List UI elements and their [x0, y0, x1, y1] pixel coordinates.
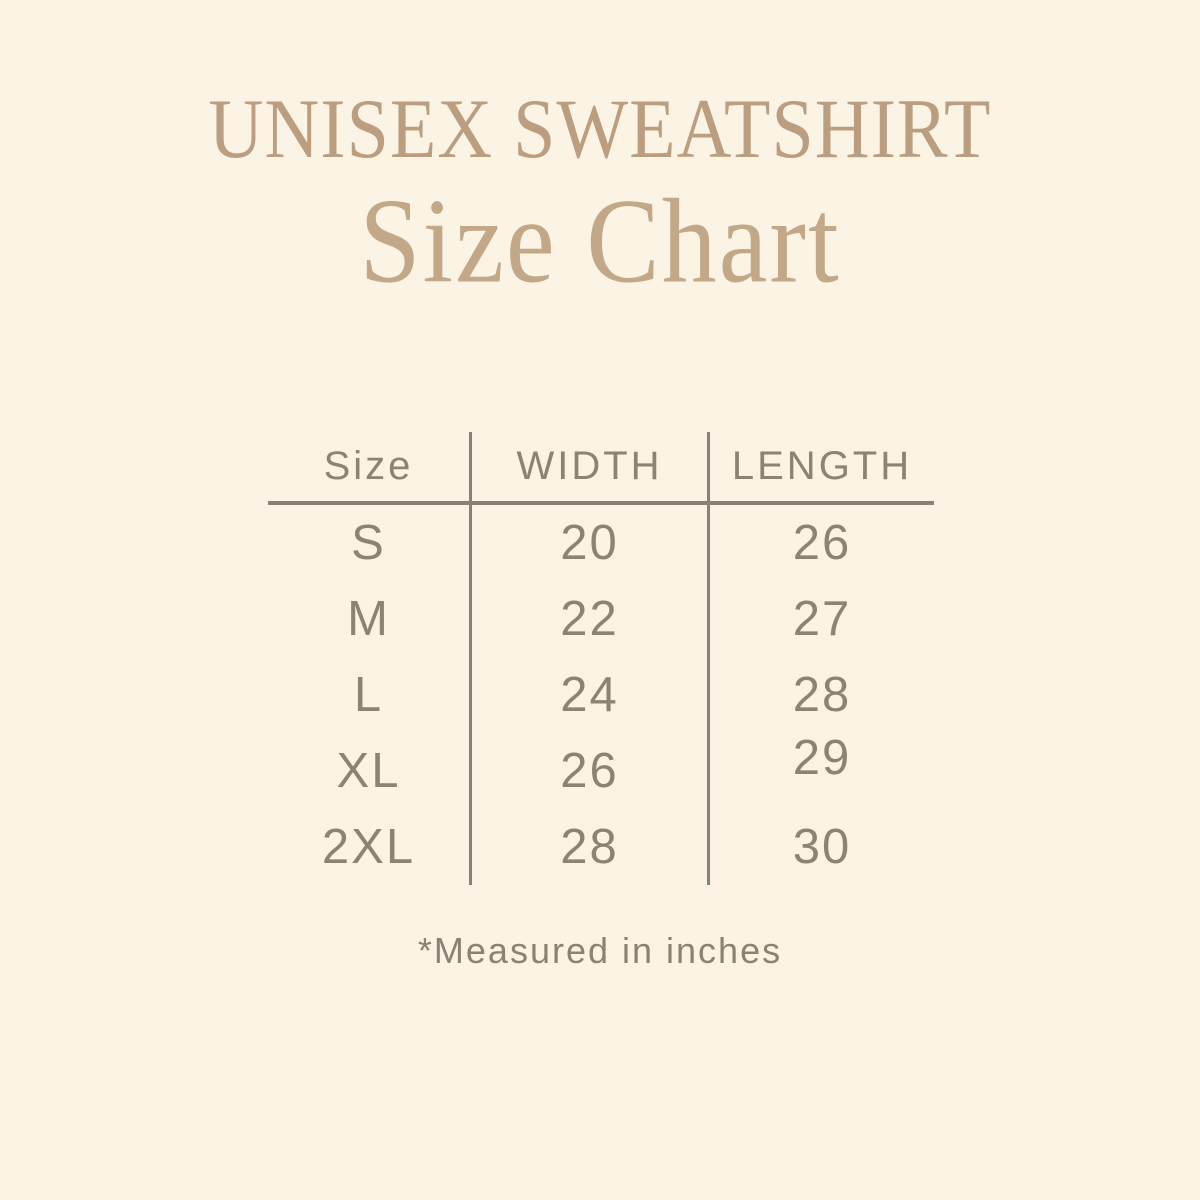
table-row-m-length: 27	[792, 592, 852, 646]
table-row-s-length: 26	[792, 516, 852, 570]
table-row-s-size: S	[268, 505, 472, 581]
table-row-2xl-length: 30	[792, 820, 852, 874]
page-title: UNISEX SWEATSHIRT	[208, 81, 992, 176]
measurement-note: *Measured in inches	[417, 930, 783, 971]
page-subtitle: Size Chart	[359, 173, 841, 309]
column-header-size: Size	[268, 432, 472, 505]
table-row-m-width: 22	[472, 581, 710, 657]
table-row-l-length: 28	[792, 668, 852, 722]
column-header-length: LENGTH	[710, 432, 934, 505]
table-row-s-width: 20	[472, 505, 710, 581]
table-row-l-size: L	[268, 657, 472, 733]
column-header-width: WIDTH	[472, 432, 710, 505]
table-row-2xl-width: 28	[472, 809, 710, 885]
table-row-l-width: 24	[472, 657, 710, 733]
table-row-2xl-size: 2XL	[268, 809, 472, 885]
table-row-xl-length: 29	[792, 731, 852, 785]
table-row-m-size: M	[268, 581, 472, 657]
size-chart-table: Size WIDTH LENGTH S 20 26 M 22 27 L 24 2…	[268, 432, 934, 885]
table-row-xl-width: 26	[472, 733, 710, 809]
table-row-xl-size: XL	[268, 733, 472, 809]
